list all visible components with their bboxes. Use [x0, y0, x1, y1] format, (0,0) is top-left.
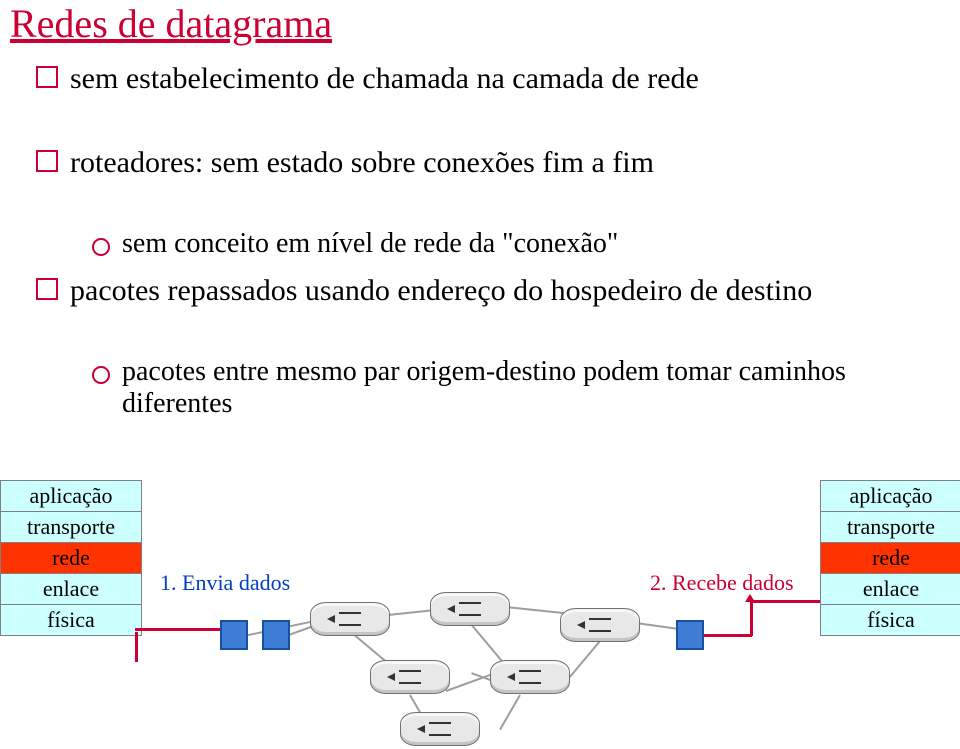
router-icon [430, 592, 510, 626]
host-box [676, 620, 704, 650]
bullet-square-icon [36, 278, 58, 300]
stack-left-4: física [1, 604, 141, 635]
bullet-square-icon [36, 66, 58, 88]
stack-right-3: enlace [821, 573, 960, 604]
stack-left-1: transporte [1, 511, 141, 542]
recv-label: 2. Recebe dados [650, 570, 794, 596]
recv-arrow-h2 [750, 600, 820, 603]
bullet-circle-icon [92, 366, 110, 384]
recv-arrow [750, 600, 753, 636]
router-icon [400, 712, 480, 746]
bullet-3-sub: pacotes entre mesmo par origem-destino p… [92, 356, 922, 420]
send-arrow-h [135, 628, 225, 631]
bullet-3-sub-text: pacotes entre mesmo par origem-destino p… [122, 356, 922, 420]
stack-right-1: transporte [821, 511, 960, 542]
layer-stack-left: aplicação transporte rede enlace física [0, 480, 142, 636]
net-edge [506, 606, 566, 614]
router-icon [490, 660, 570, 694]
router-icon [310, 602, 390, 636]
stack-right-0: aplicação [821, 481, 960, 511]
layer-stack-right: aplicação transporte rede enlace física [820, 480, 960, 636]
bullet-1: sem estabelecimento de chamada na camada… [36, 60, 936, 98]
bullet-1-text: sem estabelecimento de chamada na camada… [70, 60, 699, 98]
net-edge [499, 695, 521, 731]
bullet-2: roteadores: sem estado sobre conexões fi… [36, 144, 936, 182]
page-title: Redes de datagrama [10, 0, 332, 47]
bullet-square-icon [36, 150, 58, 172]
bullet-2-sub: sem conceito em nível de rede da "conexã… [92, 228, 942, 260]
net-edge [636, 622, 680, 630]
stack-right-2: rede [821, 542, 960, 573]
router-icon [370, 660, 450, 694]
stack-left-2: rede [1, 542, 141, 573]
stack-left-0: aplicação [1, 481, 141, 511]
send-label: 1. Envia dados [160, 570, 290, 596]
recv-arrow-h [700, 634, 752, 637]
stack-left-3: enlace [1, 573, 141, 604]
send-arrow [135, 632, 138, 662]
stack-right-4: física [821, 604, 960, 635]
bullet-2-text: roteadores: sem estado sobre conexões fi… [70, 144, 654, 182]
bullet-circle-icon [92, 238, 110, 256]
bullet-3: pacotes repassados usando endereço do ho… [36, 272, 936, 310]
host-box [220, 620, 248, 650]
bullet-3-text: pacotes repassados usando endereço do ho… [70, 272, 812, 310]
bullet-2-sub-text: sem conceito em nível de rede da "conexã… [122, 228, 618, 260]
net-edge [446, 673, 494, 692]
router-icon [560, 608, 640, 642]
host-box [262, 620, 290, 650]
